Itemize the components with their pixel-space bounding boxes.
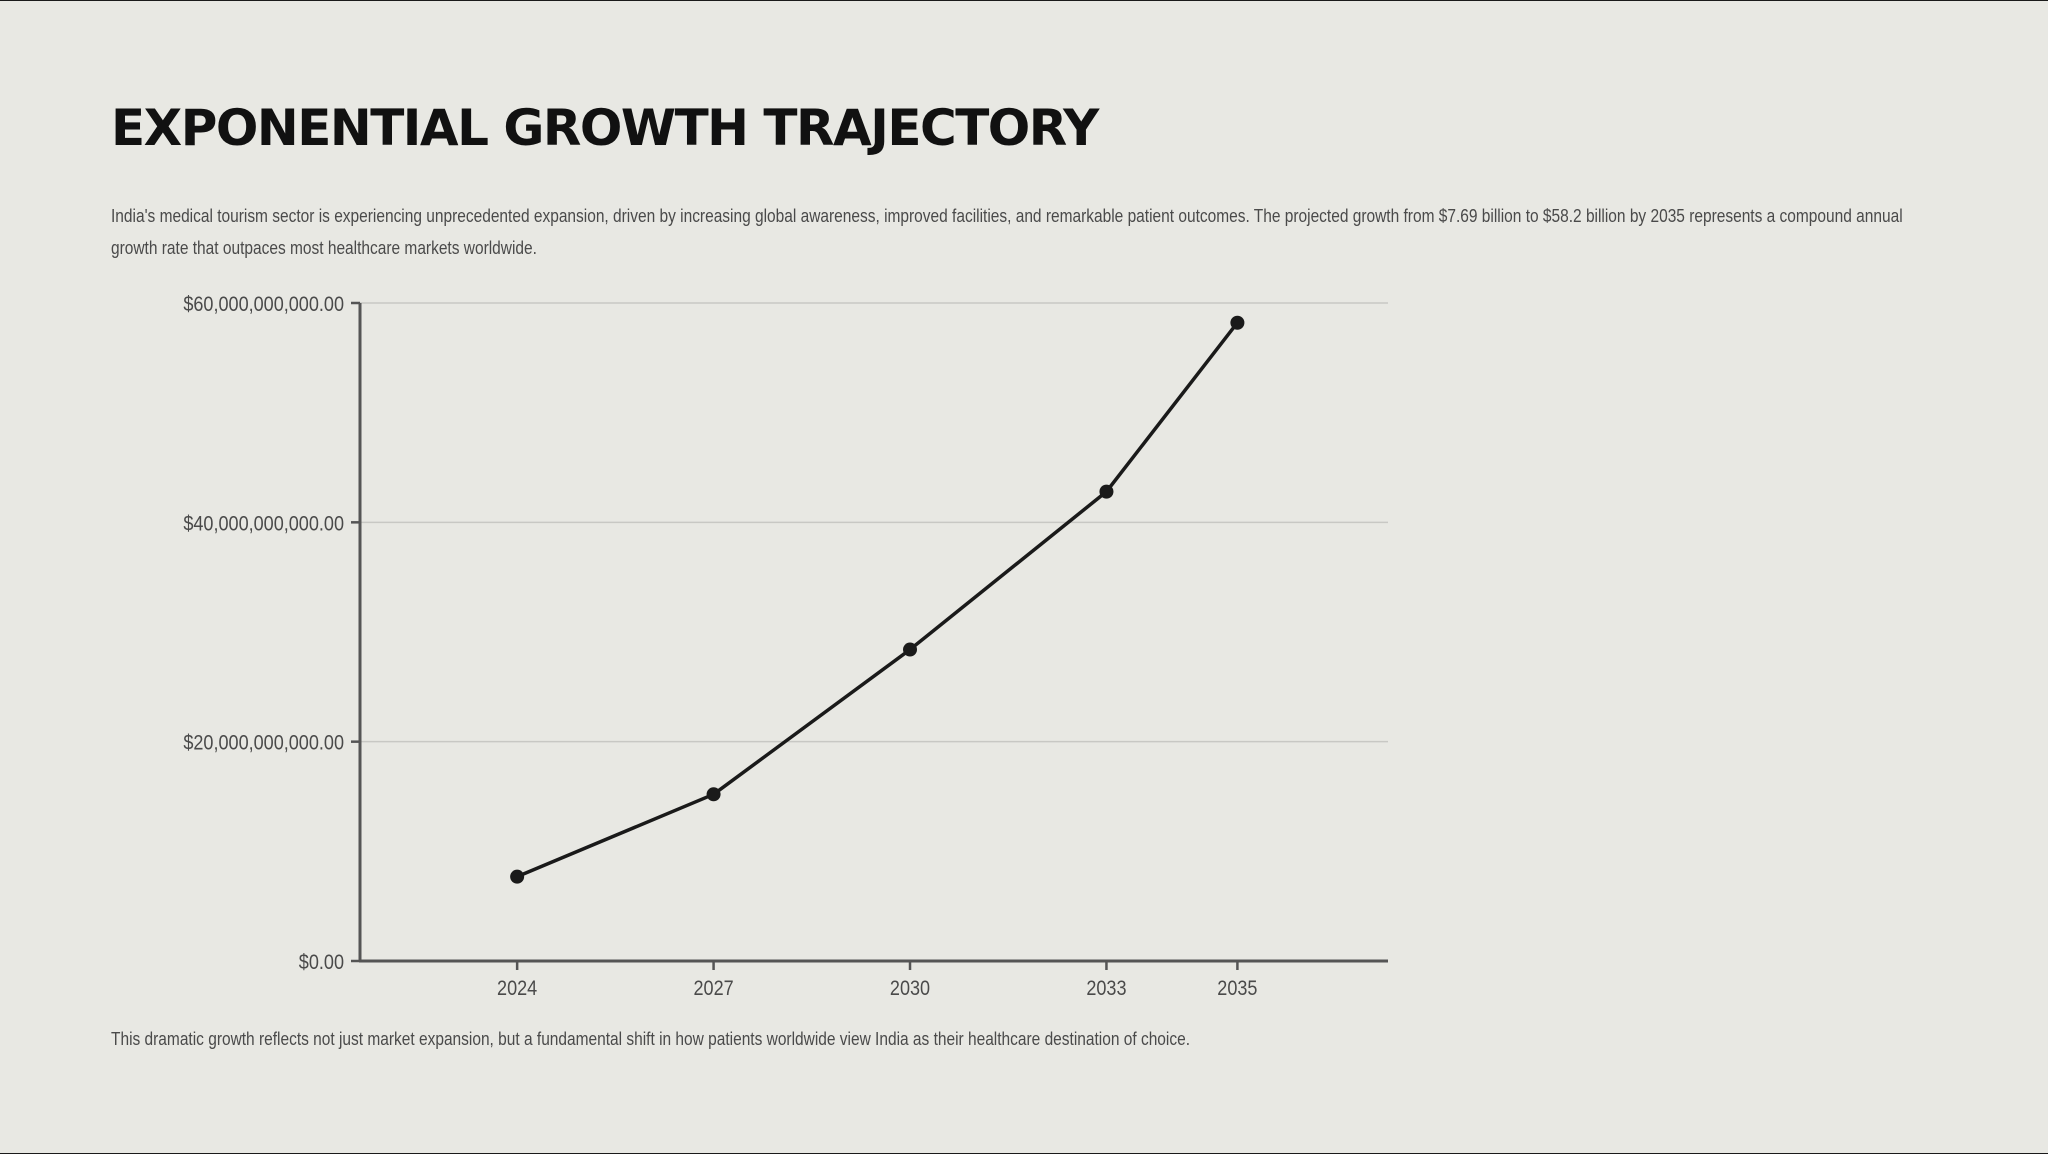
data-point: [1230, 315, 1245, 330]
data-series: [510, 315, 1245, 884]
x-axis-ticks: 2024 2027 2030 2033 2035: [497, 961, 1258, 1000]
intro-paragraph: India's medical tourism sector is experi…: [111, 206, 1903, 258]
data-point: [510, 869, 525, 884]
data-point: [1099, 484, 1114, 499]
y-tick-label: $20,000,000,000.00: [183, 731, 344, 755]
data-point: [706, 787, 721, 802]
x-tick-label: 2024: [497, 977, 537, 1001]
footer-paragraph: This dramatic growth reflects not just m…: [111, 1029, 1191, 1049]
x-tick-label: 2035: [1217, 977, 1257, 1001]
grid-lines: [360, 302, 1388, 743]
y-axis-ticks: $0.00 $20,000,000,000.00 $40,000,000,000.0…: [183, 293, 360, 975]
y-tick-label: $60,000,000,000.00: [183, 293, 344, 317]
y-tick-label: $40,000,000,000.00: [183, 512, 344, 536]
axes: [358, 303, 1388, 963]
y-tick-label: $0.00: [299, 951, 344, 975]
series-line: [516, 321, 1239, 879]
data-point: [903, 642, 918, 657]
page-title: EXPONENTIAL GROWTH TRAJECTORY: [111, 99, 1099, 157]
x-tick-label: 2027: [693, 977, 733, 1001]
x-tick-label: 2030: [890, 977, 930, 1001]
x-tick-label: 2033: [1086, 977, 1126, 1001]
